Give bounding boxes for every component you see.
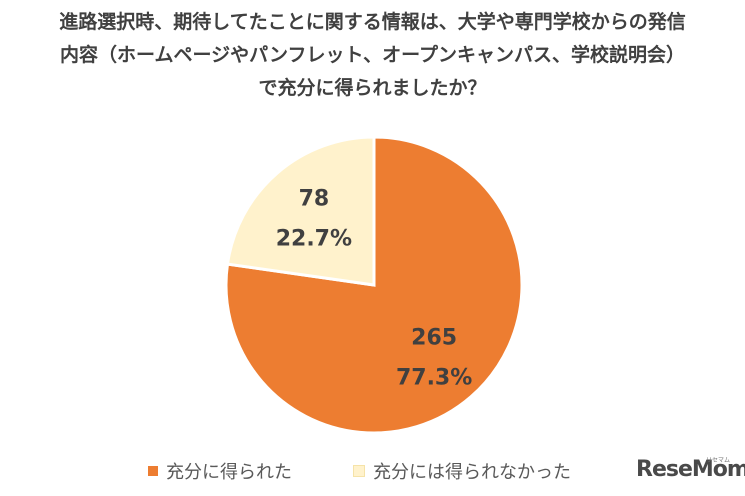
legend-item-not-received: 充分には得られなかった xyxy=(353,458,571,484)
slice-value-label-not-received: 78 xyxy=(299,187,330,212)
legend-item-received: 充分に得られた xyxy=(148,458,292,484)
slice-percent-label-received: 77.3% xyxy=(396,365,472,390)
chart-title-line-3: で充分に得られましたか？ xyxy=(258,77,487,99)
legend-label-received: 充分に得られた xyxy=(166,462,292,483)
legend-label-not-received: 充分には得られなかった xyxy=(373,462,571,483)
resemom-logo-sub: リセマム xyxy=(706,457,731,464)
chart-title: 進路選択時、期待してたことに関する情報は、大学や専門学校からの発信 内容（ホーム… xyxy=(0,6,745,105)
slice-value-label-received: 265 xyxy=(411,325,457,350)
slice-percent-label-not-received: 22.7% xyxy=(276,227,352,252)
pie-slice-not-received xyxy=(225,135,376,287)
chart-title-line-2: 内容（ホームページやパンフレット、オープンキャンパス、学校説明会） xyxy=(60,44,685,66)
resemom-logo: ReseMom xyxy=(636,457,745,482)
legend-swatch-not-received xyxy=(353,465,365,477)
chart-title-line-1: 進路選択時、期待してたことに関する情報は、大学や専門学校からの発信 xyxy=(59,11,686,33)
legend-swatch-received xyxy=(148,466,158,476)
legend: 充分に得られた 充分には得られなかった xyxy=(0,458,745,488)
